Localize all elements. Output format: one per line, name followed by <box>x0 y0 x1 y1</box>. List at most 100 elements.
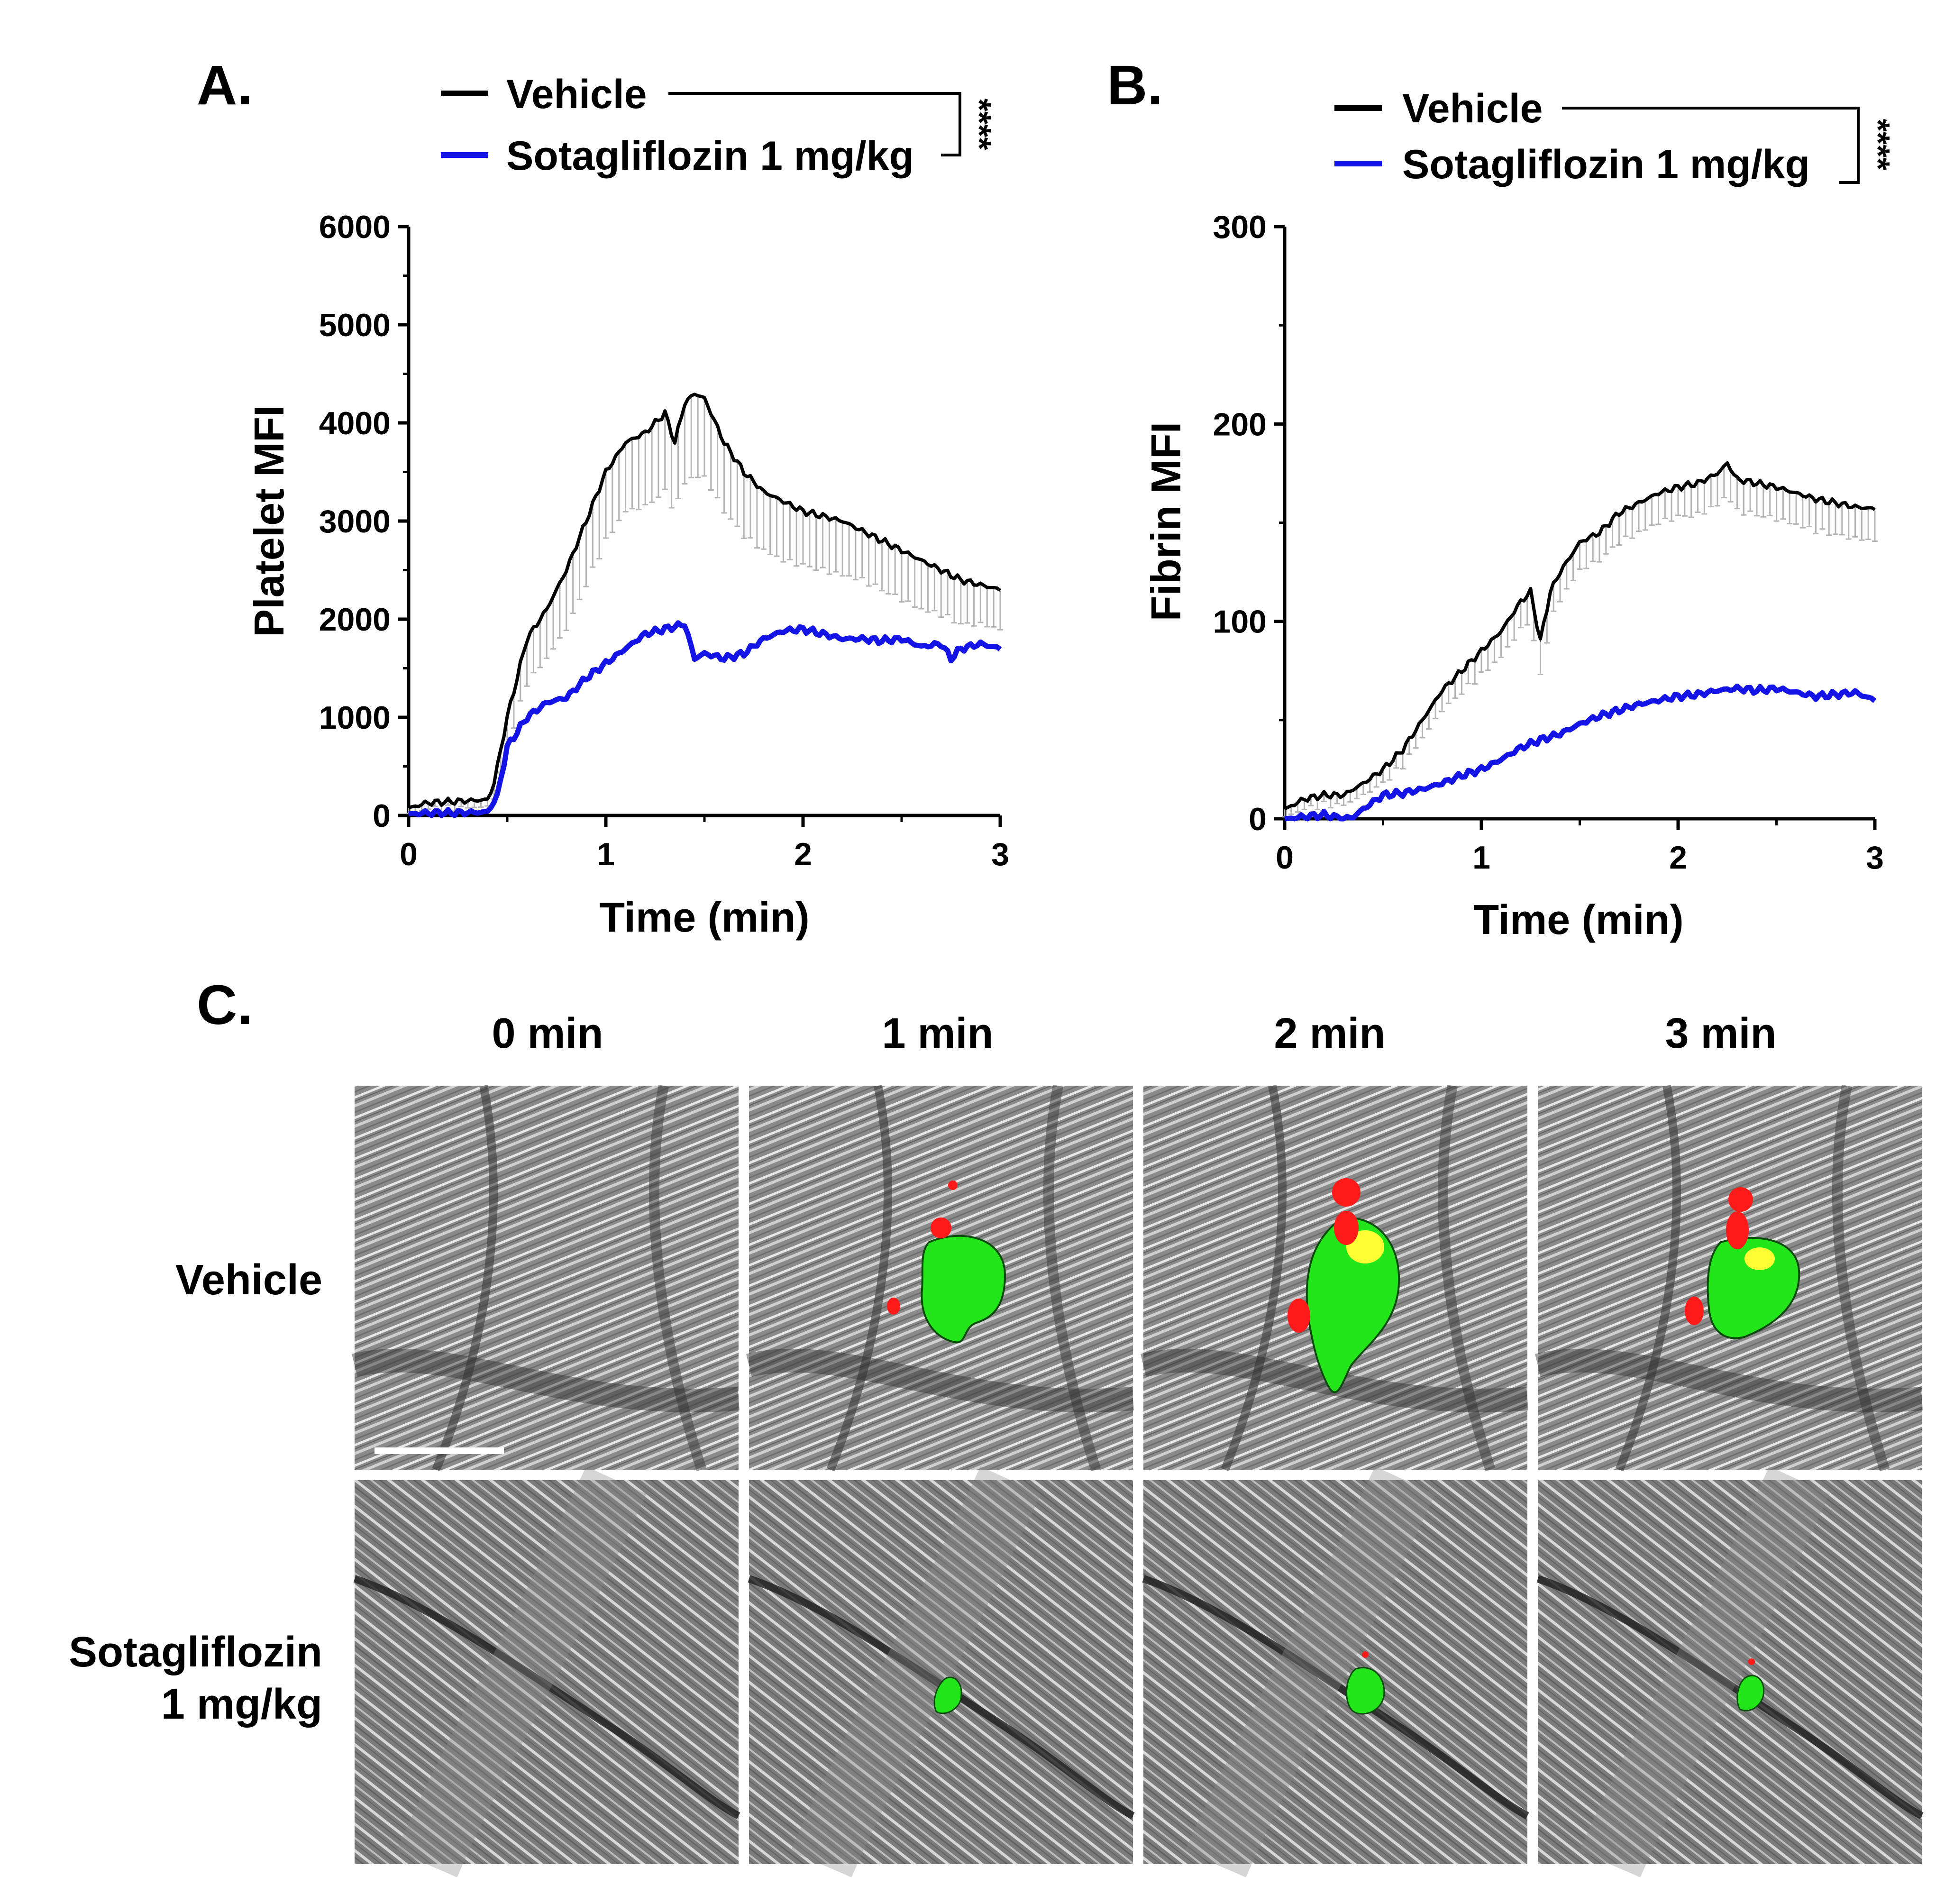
y-axis-label: Fibrin MFI <box>1142 422 1189 621</box>
data-point <box>1854 692 1856 693</box>
data-point <box>1550 591 1551 593</box>
micrograph-sotagliflozin-0-min <box>353 1466 740 1877</box>
y-axis-label: Platelet MFI <box>246 405 292 637</box>
data-point <box>487 811 488 813</box>
data-point <box>1382 769 1384 770</box>
series-line-vehicle <box>1284 461 1876 811</box>
error-bars-vehicle <box>1282 466 1878 818</box>
data-point <box>605 663 606 664</box>
data-point <box>447 812 449 814</box>
panel-b: B. Vehicle Sotagliflozin 1 mg/kg **** 0 1… <box>1107 54 1897 943</box>
fibrin-region <box>1346 1666 1385 1715</box>
y-tick-label: 300 <box>1213 209 1267 245</box>
data-point <box>1402 749 1403 751</box>
micrograph-vehicle-2-min <box>1141 1084 1529 1472</box>
data-point <box>1560 571 1561 573</box>
data-point <box>1599 715 1600 717</box>
data-point <box>1678 486 1679 488</box>
data-point <box>684 403 685 404</box>
legend-label-vehicle: Vehicle <box>1402 86 1543 131</box>
platelet-region <box>1332 1178 1361 1207</box>
panel-a: A. Vehicle Sotagliflozin 1 mg/kg **** 0 1… <box>197 54 1009 941</box>
micrograph-vehicle-0-min <box>352 1084 740 1472</box>
data-point <box>1756 483 1757 484</box>
data-point <box>1481 650 1482 652</box>
x-tick-label: 3 <box>991 836 1009 872</box>
y-tick-label: 0 <box>1249 801 1267 837</box>
data-point <box>467 800 468 801</box>
data-point <box>493 785 494 787</box>
data-point <box>723 442 725 443</box>
data-point <box>408 813 409 814</box>
data-point <box>980 584 981 586</box>
data-point <box>625 648 626 650</box>
significance-bracket <box>668 92 961 156</box>
data-point <box>1000 648 1001 650</box>
data-point <box>980 643 981 644</box>
data-point <box>822 515 823 517</box>
data-point <box>585 521 587 522</box>
y-tick-label: 1000 <box>319 700 391 736</box>
data-point <box>1382 795 1384 796</box>
data-point <box>901 638 902 640</box>
x-tick-label: 1 <box>597 836 615 872</box>
data-point <box>743 653 745 654</box>
panel-b-plot <box>1282 461 1878 822</box>
data-point <box>645 432 646 433</box>
data-point <box>1540 739 1541 741</box>
platelet-region <box>1748 1658 1755 1665</box>
data-point <box>803 511 804 512</box>
data-point <box>487 799 488 800</box>
data-point <box>1717 473 1718 474</box>
data-point <box>723 658 725 659</box>
fibrin-region <box>1306 1217 1400 1393</box>
panel-a-letter: A. <box>197 54 253 117</box>
data-point <box>684 623 685 625</box>
data-point <box>1638 704 1639 705</box>
data-point <box>1678 696 1679 697</box>
micrograph-sotagliflozin-2-min <box>1142 1466 1529 1877</box>
x-tick-label: 2 <box>794 836 812 872</box>
data-point <box>783 501 784 502</box>
data-point <box>1442 690 1443 691</box>
panel-c-letter: C. <box>197 974 253 1036</box>
legend-label-sotagliflozin: Sotagliflozin 1 mg/kg <box>506 133 914 179</box>
platelet-region <box>948 1181 958 1190</box>
error-bars-vehicle <box>406 395 1003 815</box>
row-label-vehicle: Vehicle <box>175 1256 322 1304</box>
x-tick-label: 0 <box>400 836 418 872</box>
data-point <box>408 807 409 808</box>
panel-b-legend: Vehicle Sotagliflozin 1 mg/kg **** <box>1334 86 1897 187</box>
platelet-region <box>887 1298 900 1315</box>
y-tick-label: 200 <box>1213 406 1267 442</box>
data-point <box>1599 532 1600 533</box>
panel-a-plot <box>406 393 1003 818</box>
data-point <box>1422 719 1423 721</box>
data-point <box>743 471 745 473</box>
data-point <box>428 812 429 814</box>
data-point <box>1402 792 1403 794</box>
panel-a-legend: Vehicle Sotagliflozin 1 mg/kg **** <box>441 72 998 179</box>
y-tick-label: 6000 <box>319 209 391 245</box>
data-point <box>1520 601 1521 603</box>
data-point <box>1442 783 1443 784</box>
data-point <box>842 638 843 640</box>
data-point <box>1530 591 1531 593</box>
column-label-3-min: 3 min <box>1665 1010 1776 1057</box>
data-point <box>664 412 666 414</box>
data-point <box>704 653 705 654</box>
data-point <box>546 702 548 703</box>
micrograph-sotagliflozin-1-min <box>748 1466 1135 1877</box>
data-point <box>625 442 626 443</box>
x-axis-label: Time (min) <box>599 894 809 941</box>
data-point <box>960 579 961 581</box>
data-point <box>1343 795 1344 796</box>
x-axis-label: Time (min) <box>1473 896 1683 943</box>
significance-bracket <box>1562 107 1860 184</box>
row-label-sotagliflozin-line-1: Sotagliflozin <box>69 1629 322 1676</box>
data-point <box>1284 808 1285 810</box>
data-point <box>822 633 823 635</box>
data-point <box>585 677 587 679</box>
data-point <box>1304 798 1305 800</box>
